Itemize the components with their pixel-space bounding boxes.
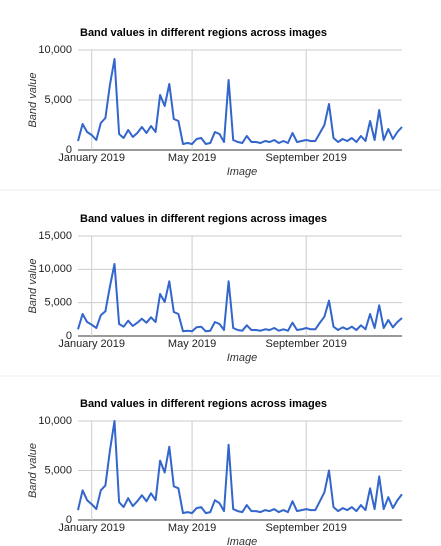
x-tick-label: September 2019 (265, 338, 346, 350)
y-tick-label: 10,000 (38, 44, 72, 56)
y-tick-label: 5,000 (44, 464, 72, 476)
y-tick-label: 10,000 (38, 263, 72, 275)
x-tick-label: January 2019 (58, 152, 125, 164)
y-tick-label: 10,000 (38, 415, 72, 427)
x-tick-label: January 2019 (58, 522, 125, 534)
x-tick-label: May 2019 (168, 338, 216, 350)
y-tick-label: 15,000 (38, 230, 72, 242)
x-tick-label: January 2019 (58, 338, 125, 350)
x-axis-title: Image (227, 352, 258, 364)
y-tick-label: 0 (66, 330, 72, 342)
y-tick-label: 5,000 (44, 297, 72, 309)
y-tick-label: 0 (66, 514, 72, 526)
y-axis-title: Band value (27, 443, 39, 498)
series-line (77, 263, 403, 333)
y-tick-label: 5,000 (44, 94, 72, 106)
x-axis-title: Image (227, 536, 258, 546)
chart-title: Band values in different regions across … (80, 27, 327, 39)
x-tick-label: September 2019 (265, 522, 346, 534)
x-tick-label: September 2019 (265, 152, 346, 164)
y-tick-label: 0 (66, 144, 72, 156)
series-line (77, 58, 403, 145)
y-axis-title: Band value (27, 258, 39, 313)
x-tick-label: May 2019 (168, 522, 216, 534)
x-axis-title: Image (227, 166, 258, 178)
y-axis-title: Band value (27, 72, 39, 127)
series-line (77, 420, 403, 515)
chart-title: Band values in different regions across … (80, 398, 327, 410)
chart-title: Band values in different regions across … (80, 213, 327, 225)
x-tick-label: May 2019 (168, 152, 216, 164)
